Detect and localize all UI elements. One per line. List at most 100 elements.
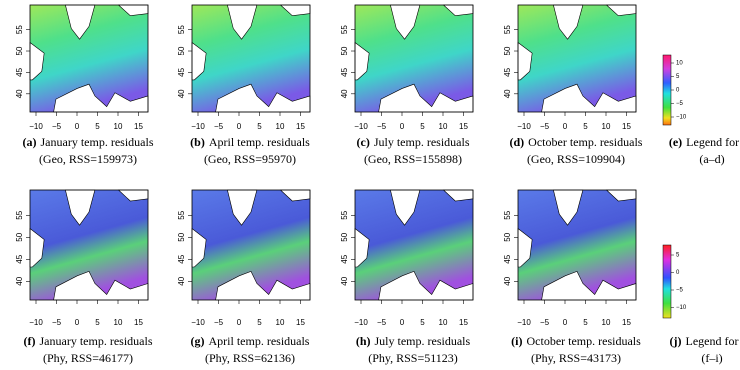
x-tick-label: 10 bbox=[439, 122, 448, 131]
x-tick-label: 15 bbox=[296, 122, 305, 131]
caption-subtitle: (Phy, RSS=62136) bbox=[205, 351, 295, 365]
legend-caption-subtitle: (f–i) bbox=[701, 351, 722, 365]
caption-subtitle: (Phy, RSS=43173) bbox=[531, 351, 621, 365]
x-tick-label: 5 bbox=[583, 318, 588, 327]
y-tick-label: 50 bbox=[177, 46, 186, 55]
y-tick-label: 40 bbox=[15, 276, 24, 285]
caption: (h) July temp. residuals bbox=[356, 334, 471, 348]
y-tick-label: 55 bbox=[15, 210, 24, 219]
y-tick-label: 55 bbox=[177, 210, 186, 219]
x-tick-label: 5 bbox=[257, 318, 262, 327]
x-tick-label: −5 bbox=[377, 122, 387, 131]
caption-label: (i) bbox=[511, 334, 522, 348]
caption-subtitle: (Geo, RSS=109904) bbox=[527, 152, 625, 166]
y-tick-label: 50 bbox=[503, 232, 512, 241]
x-tick-label: 5 bbox=[257, 122, 262, 131]
x-tick-label: −5 bbox=[214, 122, 224, 131]
caption-title: April temp. residuals bbox=[209, 334, 310, 348]
x-tick-label: 10 bbox=[276, 318, 285, 327]
caption: (f) January temp. residuals bbox=[24, 334, 153, 348]
caption-subtitle: (Geo, RSS=95970) bbox=[204, 152, 296, 166]
map-frame bbox=[29, 4, 149, 113]
caption-subtitle: (Geo, RSS=159973) bbox=[39, 152, 137, 166]
y-tick-label: 50 bbox=[340, 46, 349, 55]
y-tick-label: 45 bbox=[340, 254, 349, 263]
legend-caption-subtitle: (a–d) bbox=[699, 152, 724, 166]
y-tick-label: 55 bbox=[15, 25, 24, 34]
caption-subtitle: (Phy, RSS=51123) bbox=[368, 351, 458, 365]
x-tick-label: 5 bbox=[95, 318, 100, 327]
caption: (i) October temp. residuals bbox=[511, 334, 641, 348]
x-tick-label: −10 bbox=[29, 122, 43, 131]
caption-label: (c) bbox=[357, 135, 370, 149]
y-tick-label: 50 bbox=[340, 232, 349, 241]
y-tick-label: 45 bbox=[177, 254, 186, 263]
legend-tick-label: 5 bbox=[676, 74, 680, 80]
map-frame bbox=[354, 4, 474, 113]
y-tick-label: 40 bbox=[177, 276, 186, 285]
y-tick-label: 45 bbox=[340, 67, 349, 76]
caption-title: January temp. residuals bbox=[41, 135, 154, 149]
x-tick-label: 15 bbox=[459, 122, 468, 131]
caption: (d) October temp. residuals bbox=[510, 135, 643, 149]
legend-tick-label: 5 bbox=[676, 253, 680, 259]
legend-bar bbox=[662, 244, 672, 319]
caption-subtitle: (Phy, RSS=46177) bbox=[43, 351, 133, 365]
y-tick-label: 50 bbox=[503, 46, 512, 55]
x-tick-label: 10 bbox=[439, 318, 448, 327]
y-tick-label: 40 bbox=[177, 89, 186, 98]
legend-tick-label: 0 bbox=[676, 270, 680, 276]
y-tick-label: 40 bbox=[503, 276, 512, 285]
legend-caption-title: Legend for bbox=[686, 334, 739, 348]
y-tick-label: 45 bbox=[15, 254, 24, 263]
caption-label: (d) bbox=[510, 135, 525, 149]
x-tick-label: −10 bbox=[191, 318, 205, 327]
y-tick-label: 55 bbox=[340, 25, 349, 34]
x-tick-label: 0 bbox=[563, 122, 568, 131]
legend-bar bbox=[662, 54, 672, 126]
caption-title: January temp. residuals bbox=[40, 334, 153, 348]
caption-title: July temp. residuals bbox=[374, 135, 470, 149]
legend-tick-label: −10 bbox=[676, 115, 687, 121]
x-tick-label: 0 bbox=[563, 318, 568, 327]
x-tick-label: 10 bbox=[602, 318, 611, 327]
x-tick-label: 0 bbox=[400, 122, 405, 131]
y-tick-label: 40 bbox=[340, 276, 349, 285]
legend-caption: (e) Legend for bbox=[669, 135, 739, 149]
y-tick-label: 50 bbox=[15, 46, 24, 55]
y-tick-label: 40 bbox=[340, 89, 349, 98]
map-frame bbox=[191, 4, 311, 113]
map-frame bbox=[29, 189, 149, 301]
x-tick-label: −5 bbox=[540, 318, 550, 327]
caption: (g) April temp. residuals bbox=[191, 334, 310, 348]
x-tick-label: 10 bbox=[602, 122, 611, 131]
x-tick-label: 0 bbox=[237, 122, 242, 131]
x-tick-label: 10 bbox=[276, 122, 285, 131]
legend-tick-label: 10 bbox=[676, 61, 683, 67]
y-tick-label: 50 bbox=[15, 232, 24, 241]
x-tick-label: −10 bbox=[29, 318, 43, 327]
caption-label: (a) bbox=[23, 135, 37, 149]
x-tick-label: −5 bbox=[540, 122, 550, 131]
y-tick-label: 45 bbox=[503, 67, 512, 76]
legend-tick-label: −5 bbox=[676, 288, 684, 294]
legend-caption: (j) Legend for bbox=[670, 334, 739, 348]
legend-caption-label: (e) bbox=[669, 135, 682, 149]
x-tick-label: −5 bbox=[52, 318, 62, 327]
x-tick-label: −10 bbox=[517, 318, 531, 327]
y-tick-label: 55 bbox=[340, 210, 349, 219]
x-tick-label: −10 bbox=[191, 122, 205, 131]
legend-caption-label: (j) bbox=[670, 334, 682, 348]
caption: (a) January temp. residuals bbox=[23, 135, 154, 149]
caption: (b) April temp. residuals bbox=[190, 135, 310, 149]
caption-label: (f) bbox=[24, 334, 36, 348]
y-tick-label: 45 bbox=[177, 67, 186, 76]
y-tick-label: 45 bbox=[503, 254, 512, 263]
x-tick-label: 15 bbox=[459, 318, 468, 327]
x-tick-label: 15 bbox=[622, 122, 631, 131]
x-tick-label: 15 bbox=[296, 318, 305, 327]
caption-title: October temp. residuals bbox=[528, 135, 643, 149]
x-tick-label: 10 bbox=[114, 318, 123, 327]
caption-title: October temp. residuals bbox=[527, 334, 642, 348]
map-frame bbox=[191, 189, 311, 301]
